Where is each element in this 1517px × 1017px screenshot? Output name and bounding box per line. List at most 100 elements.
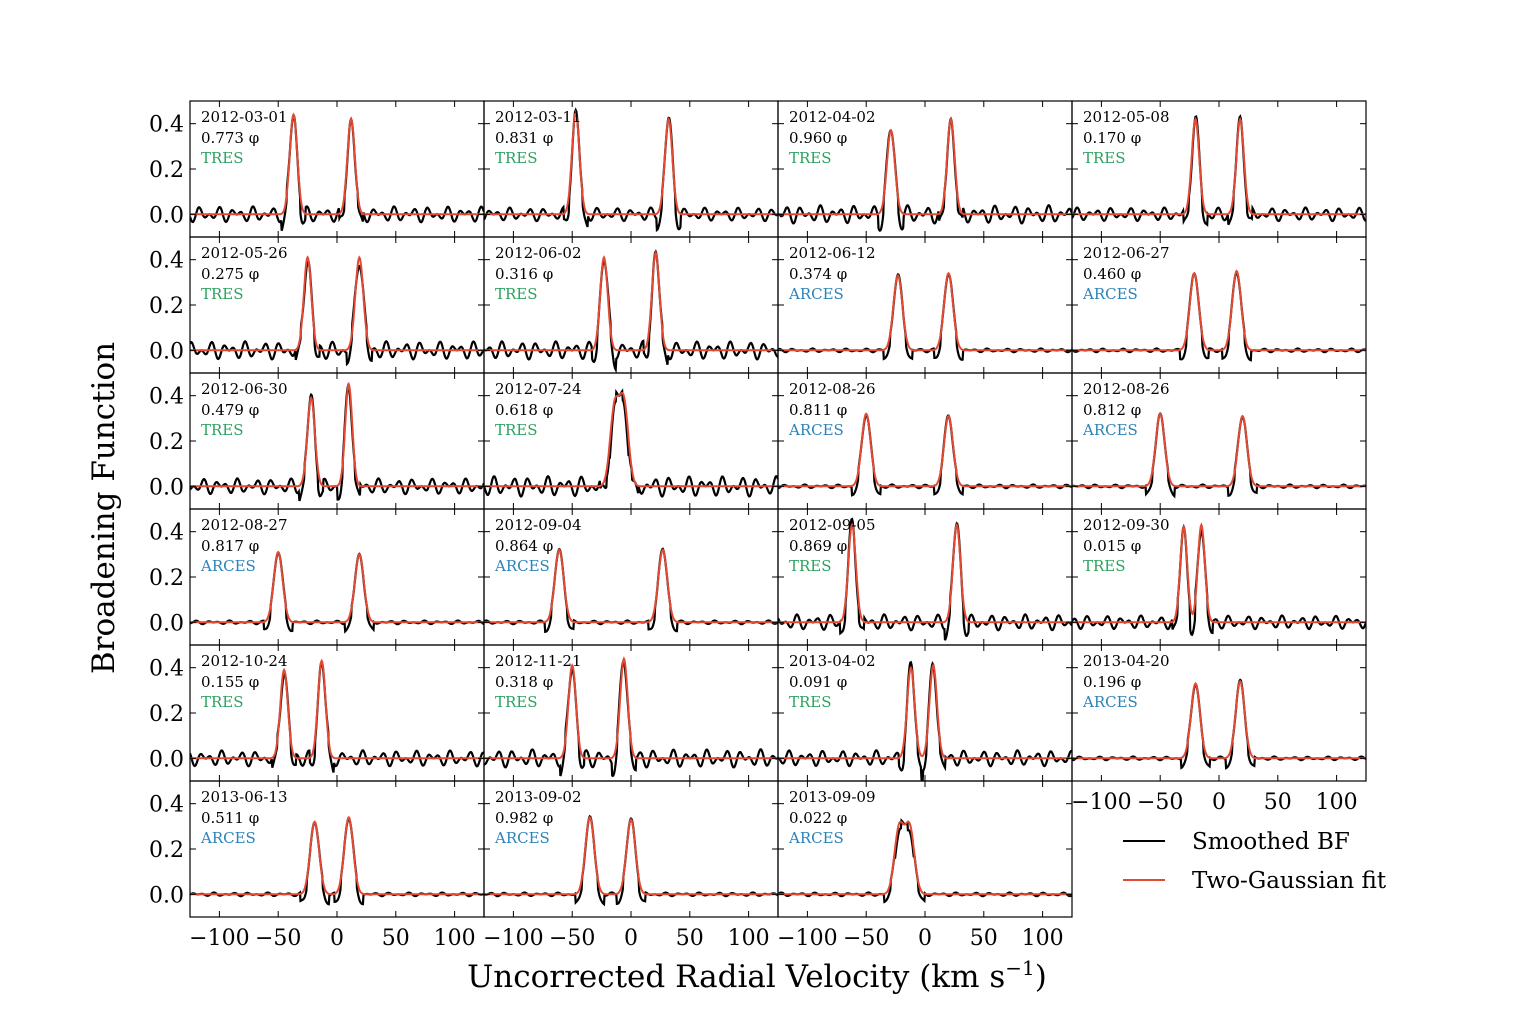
panel-instrument-label: ARCES: [788, 421, 844, 439]
y-tick-label: 0.4: [149, 521, 184, 546]
panel-date-label: 2012-10-24: [201, 652, 287, 670]
panel-date-label: 2012-03-11: [495, 108, 581, 126]
two-gaussian-fit-line: [484, 548, 778, 624]
panel-2012-08-26-0.812: 2012-08-26 0.812 φ ARCES: [1071, 372, 1367, 510]
panel-date-label: 2012-08-27: [201, 516, 287, 534]
panel-instrument-label: TRES: [201, 149, 244, 167]
two-gaussian-fit-line: [190, 112, 484, 216]
panel-2012-08-26-0.811: 2012-08-26 0.811 φ ARCES: [777, 372, 1073, 510]
panel-2012-06-12-0.374: 2012-06-12 0.374 φ ARCES: [777, 236, 1073, 374]
panel-2013-04-20-0.196: −100 −50 0 50 100 2013-04-20 0.196 φ ARCES: [1071, 644, 1367, 815]
panel-phase-label: 0.618 φ: [495, 401, 553, 419]
y-tick-label: 0.0: [149, 747, 184, 772]
panel-instrument-label: ARCES: [788, 829, 844, 847]
x-tick-label: 100: [1316, 790, 1358, 815]
two-gaussian-fit-line: [1072, 679, 1366, 760]
panel-instrument-label: ARCES: [200, 557, 256, 575]
panel-phase-label: 0.460 φ: [1083, 265, 1141, 283]
x-tick-label: 50: [382, 926, 410, 951]
panel-2012-06-30-0.479: 0.0 0.2 0.4 2012-06-30 0.479 φ TRES: [149, 372, 485, 510]
panel-2012-07-24-0.618: 2012-07-24 0.618 φ TRES: [483, 372, 779, 510]
panel-phase-label: 0.864 φ: [495, 537, 553, 555]
smoothed-bf-line: [484, 659, 778, 778]
panel-phase-label: 0.812 φ: [1083, 401, 1141, 419]
y-tick-label: 0.0: [149, 203, 184, 228]
two-gaussian-fit-line: [484, 250, 778, 352]
panel-date-label: 2012-09-04: [495, 516, 581, 534]
x-tick-label: −50: [843, 926, 889, 951]
x-axis-label-close: ): [1035, 959, 1047, 995]
two-gaussian-fit-line: [190, 815, 484, 896]
panel-instrument-label: TRES: [789, 149, 832, 167]
two-gaussian-fit-line: [778, 116, 1072, 216]
two-gaussian-fit-line: [778, 522, 1072, 624]
x-tick-label: −50: [549, 926, 595, 951]
panel-phase-label: 0.511 φ: [201, 809, 259, 827]
panel-phase-label: 0.015 φ: [1083, 537, 1141, 555]
panel-instrument-label: TRES: [789, 557, 832, 575]
panel-date-label: 2013-04-02: [789, 652, 875, 670]
panel-instrument-label: TRES: [495, 149, 538, 167]
y-tick-label: 0.2: [149, 566, 184, 591]
x-tick-label: −50: [255, 926, 301, 951]
panel-phase-label: 0.155 φ: [201, 673, 259, 691]
x-tick-label: 50: [676, 926, 704, 951]
panel-phase-label: 0.316 φ: [495, 265, 553, 283]
x-tick-label: −100: [1071, 790, 1131, 815]
two-gaussian-fit-line: [778, 271, 1072, 352]
panel-phase-label: 0.091 φ: [789, 673, 847, 691]
panel-2012-03-11-0.831: 2012-03-11 0.831 φ TRES: [483, 100, 779, 238]
smoothed-bf-line: [190, 816, 484, 906]
y-axis-label: Broadening Function: [86, 342, 122, 674]
panel-phase-label: 0.170 φ: [1083, 129, 1141, 147]
smoothed-bf-line: [778, 660, 1072, 781]
x-tick-label: −100: [189, 926, 249, 951]
panel-date-label: 2012-06-27: [1083, 244, 1169, 262]
panel-instrument-label: ARCES: [788, 285, 844, 303]
y-tick-label: 0.4: [149, 657, 184, 682]
x-tick-label: 100: [728, 926, 770, 951]
two-gaussian-fit-line: [484, 109, 778, 216]
panel-phase-label: 0.374 φ: [789, 265, 847, 283]
panel-instrument-label: TRES: [495, 285, 538, 303]
x-tick-label: 100: [1022, 926, 1064, 951]
panel-phase-label: 0.196 φ: [1083, 673, 1141, 691]
x-tick-label: 0: [918, 926, 932, 951]
panel-instrument-label: TRES: [789, 693, 832, 711]
panel-2013-09-09-0.022: −100 −50 0 50 100 2013-09-09 0.022 φ ARCES: [777, 780, 1073, 951]
y-tick-label: 0.2: [149, 702, 184, 727]
two-gaussian-fit-line: [1072, 269, 1366, 352]
legend-label-two-gaussian-fit: Two-Gaussian fit: [1192, 868, 1387, 894]
panel-date-label: 2013-06-13: [201, 788, 287, 806]
smoothed-bf-line: [190, 258, 484, 367]
panel-date-label: 2012-05-26: [201, 244, 287, 262]
two-gaussian-fit-line: [484, 391, 778, 488]
legend: Smoothed BF Two-Gaussian fit: [1123, 829, 1387, 894]
panel-date-label: 2012-07-24: [495, 380, 581, 398]
panel-instrument-label: ARCES: [200, 829, 256, 847]
panel-date-label: 2012-08-26: [1083, 380, 1169, 398]
y-tick-label: 0.2: [149, 838, 184, 863]
panel-2012-09-30-0.015: 2012-09-30 0.015 φ TRES: [1071, 508, 1367, 646]
panel-date-label: 2012-04-02: [789, 108, 875, 126]
panel-date-label: 2013-09-09: [789, 788, 875, 806]
x-tick-label: 50: [970, 926, 998, 951]
y-tick-label: 0.4: [149, 793, 184, 818]
panel-2012-06-27-0.460: 2012-06-27 0.460 φ ARCES: [1071, 236, 1367, 374]
panel-2012-10-24-0.155: 0.0 0.2 0.4 2012-10-24 0.155 φ TRES: [149, 644, 485, 782]
x-tick-label: 0: [330, 926, 344, 951]
two-gaussian-fit-line: [778, 820, 1072, 896]
panel-2012-11-21-0.318: 2012-11-21 0.318 φ TRES: [483, 644, 779, 782]
x-tick-label: 100: [434, 926, 476, 951]
y-tick-label: 0.4: [149, 113, 184, 138]
panel-phase-label: 0.479 φ: [201, 401, 259, 419]
y-tick-label: 0.0: [149, 339, 184, 364]
two-gaussian-fit-line: [190, 658, 484, 760]
two-gaussian-fit-line: [484, 656, 778, 760]
panel-2012-05-26-0.275: 0.0 0.2 0.4 2012-05-26 0.275 φ TRES: [149, 236, 485, 374]
panel-instrument-label: TRES: [1083, 557, 1126, 575]
panel-2012-03-01-0.773: 0.0 0.2 0.4 2012-03-01 0.773 φ TRES: [149, 100, 485, 238]
panel-2012-05-08-0.170: 2012-05-08 0.170 φ TRES: [1071, 100, 1367, 238]
panel-instrument-label: TRES: [201, 285, 244, 303]
